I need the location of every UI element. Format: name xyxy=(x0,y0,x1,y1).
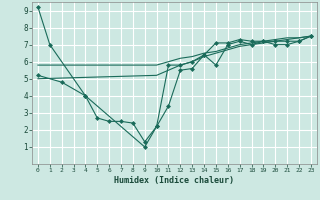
X-axis label: Humidex (Indice chaleur): Humidex (Indice chaleur) xyxy=(115,176,234,185)
